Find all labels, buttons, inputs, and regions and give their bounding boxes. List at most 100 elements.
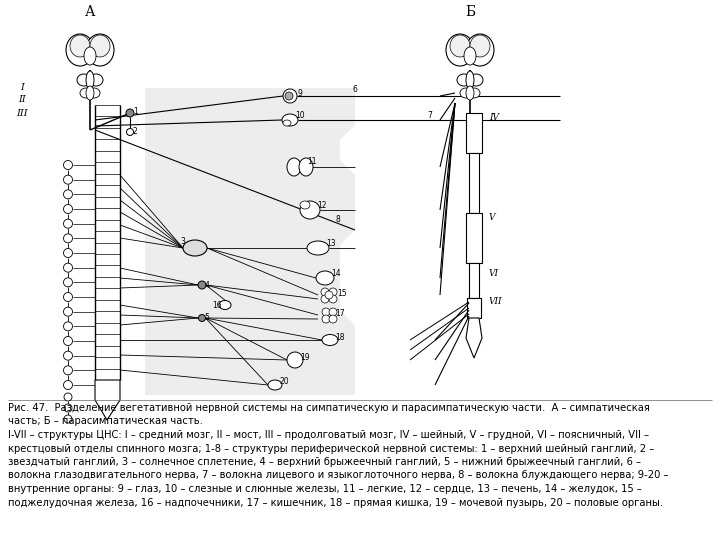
Circle shape [329, 288, 337, 296]
Circle shape [63, 336, 73, 346]
Circle shape [63, 234, 73, 243]
Text: внутренние органы: 9 – глаз, 10 – слезные и слюнные железы, 11 – легкие, 12 – се: внутренние органы: 9 – глаз, 10 – слезны… [8, 484, 642, 494]
Text: 3: 3 [181, 238, 186, 246]
Text: 10: 10 [295, 111, 305, 120]
Text: Рис. 47.  Разделение вегетативной нервной системы на симпатическую и парасимпати: Рис. 47. Разделение вегетативной нервной… [8, 403, 650, 413]
Circle shape [63, 366, 73, 375]
Text: 13: 13 [326, 240, 336, 248]
Circle shape [321, 295, 329, 303]
Circle shape [126, 109, 134, 117]
Circle shape [199, 314, 205, 321]
Circle shape [322, 315, 330, 323]
Ellipse shape [466, 71, 474, 89]
Circle shape [63, 160, 73, 170]
Circle shape [322, 308, 330, 316]
Text: часть; Б – парасимпатическая часть.: часть; Б – парасимпатическая часть. [8, 416, 203, 427]
Ellipse shape [299, 158, 313, 176]
Circle shape [63, 175, 73, 184]
Ellipse shape [300, 201, 310, 209]
Bar [469, 263, 479, 298]
Text: 14: 14 [331, 269, 341, 279]
Ellipse shape [287, 158, 301, 176]
Circle shape [63, 293, 73, 301]
Text: 1: 1 [134, 106, 138, 116]
Ellipse shape [322, 334, 338, 346]
Ellipse shape [183, 240, 207, 256]
Text: III: III [16, 110, 28, 118]
Circle shape [63, 205, 73, 213]
Text: 2: 2 [132, 127, 138, 137]
Bar [467, 298, 481, 318]
Ellipse shape [470, 35, 490, 57]
Bar [469, 153, 479, 213]
Circle shape [329, 308, 337, 316]
Circle shape [198, 281, 206, 289]
Circle shape [63, 351, 73, 360]
Ellipse shape [316, 271, 334, 285]
Text: 15: 15 [337, 288, 347, 298]
Bar [466, 213, 482, 263]
Circle shape [64, 404, 72, 412]
Circle shape [325, 291, 333, 299]
Text: I: I [20, 83, 24, 91]
Text: поджелудочная железа, 16 – надпочечники, 17 – кишечник, 18 – прямая кишка, 19 – : поджелудочная железа, 16 – надпочечники,… [8, 497, 663, 508]
Text: 19: 19 [300, 354, 310, 362]
Text: 7: 7 [428, 111, 433, 119]
Ellipse shape [466, 34, 494, 66]
Circle shape [63, 263, 73, 272]
Text: 4: 4 [204, 280, 210, 289]
Text: II: II [18, 96, 26, 105]
Ellipse shape [70, 35, 90, 57]
Circle shape [285, 92, 293, 100]
Text: 11: 11 [307, 157, 317, 165]
Text: 9: 9 [297, 89, 302, 98]
Text: IV: IV [489, 113, 499, 123]
Ellipse shape [300, 201, 320, 219]
Circle shape [287, 352, 303, 368]
Text: 18: 18 [336, 333, 345, 341]
Text: 5: 5 [204, 314, 210, 322]
Text: V: V [489, 213, 495, 222]
Ellipse shape [282, 114, 298, 126]
Text: крестцовый отделы спинного мозга; 1-8 – структуры периферической нервной системы: крестцовый отделы спинного мозга; 1-8 – … [8, 443, 654, 454]
Circle shape [63, 190, 73, 199]
Text: А: А [85, 5, 95, 19]
Circle shape [64, 393, 72, 401]
Circle shape [283, 89, 297, 103]
Ellipse shape [464, 47, 476, 65]
Ellipse shape [457, 74, 471, 86]
Circle shape [63, 322, 73, 331]
Text: звездчатый ганглий, 3 – солнечное сплетение, 4 – верхний брыжеечный ганглий, 5 –: звездчатый ганглий, 3 – солнечное сплете… [8, 457, 641, 467]
Ellipse shape [268, 380, 282, 390]
Ellipse shape [88, 88, 100, 98]
Ellipse shape [219, 300, 231, 309]
Ellipse shape [450, 35, 470, 57]
Circle shape [63, 381, 73, 389]
Text: Б: Б [465, 5, 475, 19]
Bar [466, 113, 482, 153]
Text: 20: 20 [279, 377, 289, 387]
Text: 16: 16 [212, 300, 222, 309]
Circle shape [64, 415, 72, 423]
Ellipse shape [460, 88, 472, 98]
Polygon shape [466, 318, 482, 358]
Text: VI: VI [489, 268, 499, 278]
Circle shape [63, 248, 73, 258]
Ellipse shape [283, 120, 291, 126]
Text: 8: 8 [336, 215, 341, 225]
Ellipse shape [466, 86, 474, 100]
Text: 12: 12 [318, 200, 327, 210]
Ellipse shape [84, 47, 96, 65]
Ellipse shape [86, 71, 94, 89]
Ellipse shape [89, 74, 103, 86]
Circle shape [321, 288, 329, 296]
Ellipse shape [307, 241, 329, 255]
Circle shape [63, 219, 73, 228]
Ellipse shape [469, 74, 483, 86]
Circle shape [63, 307, 73, 316]
Polygon shape [145, 88, 355, 395]
Ellipse shape [90, 35, 110, 57]
Ellipse shape [468, 88, 480, 98]
Ellipse shape [86, 34, 114, 66]
Circle shape [329, 295, 337, 303]
